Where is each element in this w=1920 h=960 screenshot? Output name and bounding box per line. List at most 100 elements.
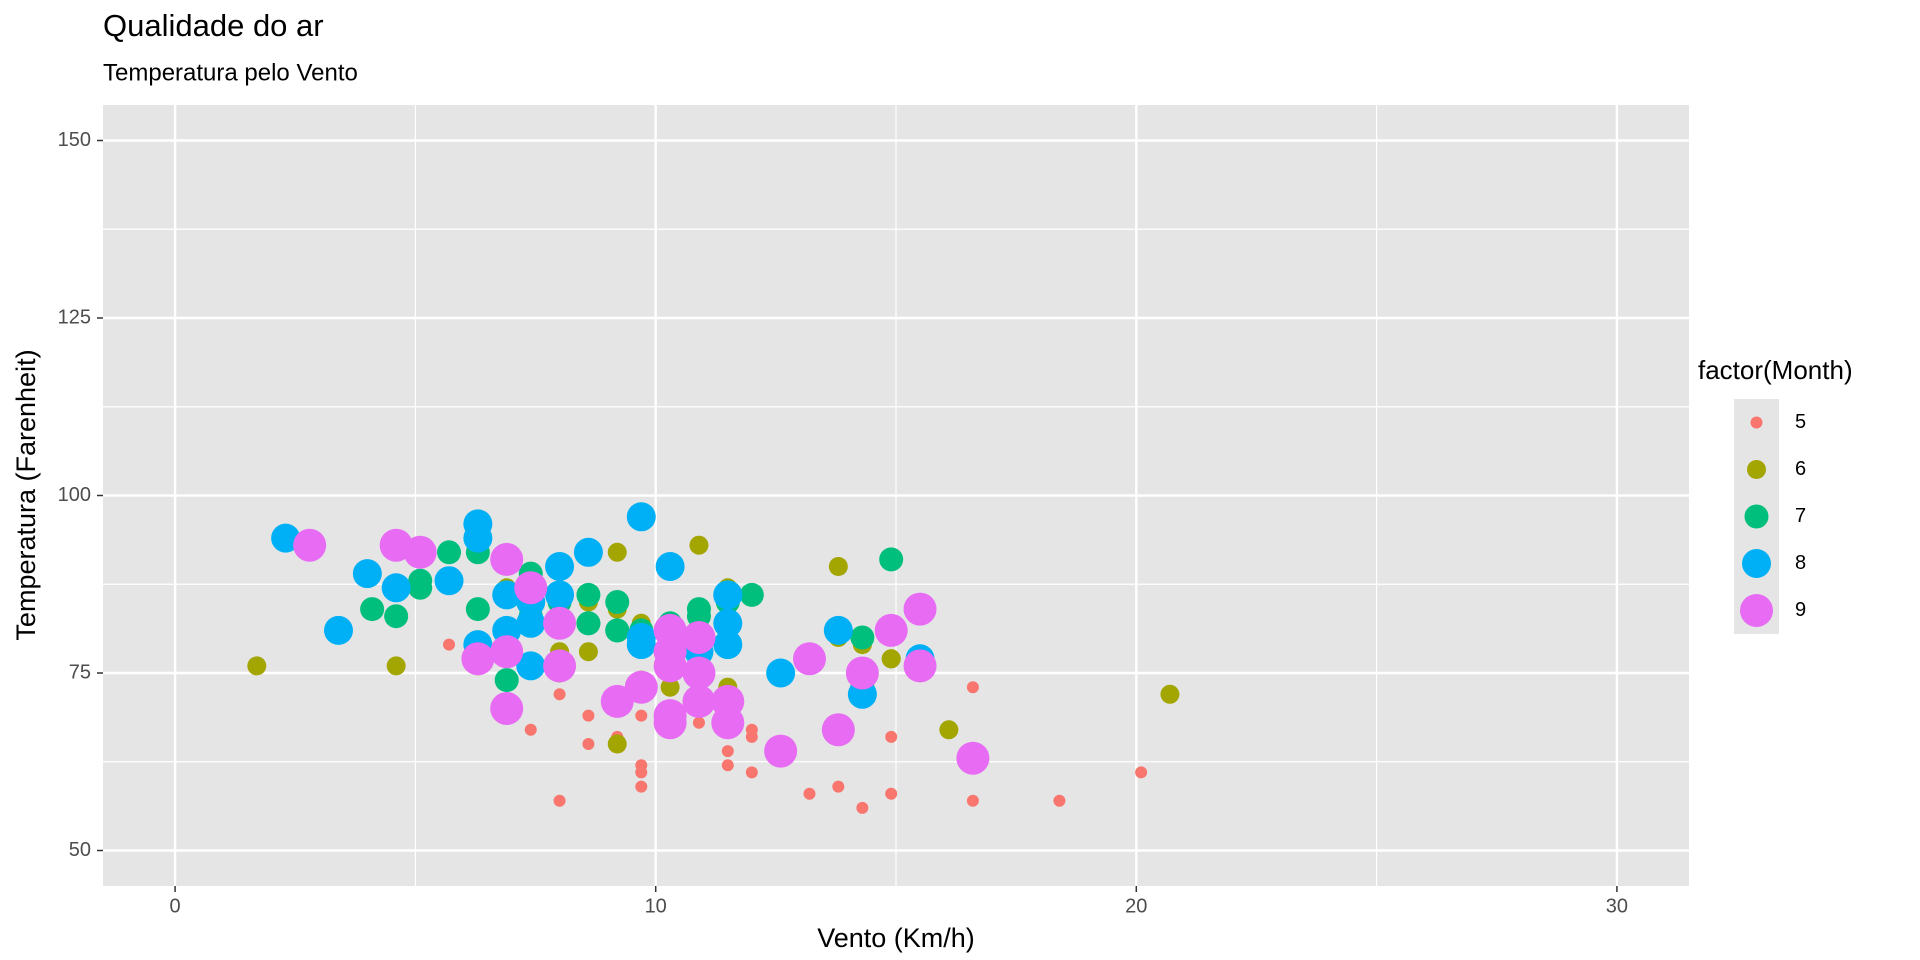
legend-label: 8	[1795, 552, 1806, 574]
point	[956, 741, 990, 775]
legend-marker	[1744, 504, 1769, 529]
point	[660, 677, 680, 697]
point	[721, 745, 734, 758]
point	[721, 759, 734, 772]
point	[582, 709, 595, 722]
point	[514, 571, 548, 605]
point	[885, 730, 898, 743]
legend-label: 6	[1795, 458, 1806, 480]
point	[626, 502, 656, 532]
point	[605, 618, 630, 643]
point	[635, 766, 648, 779]
point	[792, 642, 826, 676]
point	[803, 787, 816, 800]
point	[653, 649, 687, 683]
point	[386, 656, 406, 676]
point	[711, 706, 745, 740]
point	[352, 559, 382, 589]
point	[490, 635, 524, 669]
point	[516, 608, 546, 638]
point	[821, 713, 855, 747]
y-tick-label: 50	[69, 839, 91, 861]
point	[463, 523, 493, 553]
point	[545, 580, 575, 610]
point	[437, 540, 462, 565]
point	[823, 615, 853, 645]
legend-marker	[1750, 416, 1763, 429]
point	[379, 528, 413, 562]
point	[624, 670, 658, 704]
point	[434, 566, 464, 596]
point	[1135, 766, 1148, 779]
point	[653, 699, 687, 733]
point	[885, 787, 898, 800]
x-tick-label: 30	[1606, 895, 1628, 917]
point	[653, 613, 687, 647]
point	[745, 723, 758, 736]
point	[1053, 794, 1066, 807]
point	[845, 656, 879, 690]
y-tick-label: 125	[58, 306, 91, 328]
point	[408, 575, 433, 600]
point	[494, 668, 519, 693]
point	[524, 723, 537, 736]
legend-label: 9	[1795, 599, 1806, 621]
point	[323, 615, 353, 645]
point	[293, 528, 327, 562]
y-axis-label: Temperatura (Farenheit)	[11, 349, 41, 640]
point	[856, 801, 869, 814]
point	[360, 597, 385, 622]
point	[247, 656, 267, 676]
point	[545, 552, 575, 581]
point	[966, 681, 979, 694]
point	[682, 684, 716, 718]
point	[607, 734, 627, 754]
point	[605, 590, 630, 614]
point	[543, 606, 577, 640]
x-tick-label: 0	[170, 895, 181, 917]
point	[461, 642, 495, 676]
point	[689, 535, 709, 555]
point	[903, 592, 937, 626]
point	[553, 688, 566, 701]
point	[490, 542, 524, 576]
point	[764, 734, 798, 768]
x-tick-label: 20	[1125, 895, 1147, 917]
legend-label: 5	[1795, 411, 1806, 433]
point	[600, 684, 634, 718]
point	[874, 613, 908, 647]
point	[713, 608, 743, 638]
point	[1160, 684, 1180, 704]
point	[381, 573, 411, 603]
point	[543, 649, 577, 683]
point	[626, 630, 656, 660]
point	[879, 547, 904, 572]
point	[573, 537, 603, 567]
legend-label: 7	[1795, 505, 1806, 527]
point	[682, 656, 716, 690]
point	[635, 709, 648, 722]
point	[443, 638, 456, 651]
point	[903, 649, 937, 683]
y-tick-label: 100	[58, 484, 91, 506]
point	[553, 794, 566, 807]
legend-marker	[1747, 460, 1766, 479]
point	[850, 625, 875, 650]
legend-marker	[1740, 594, 1773, 627]
point	[516, 651, 546, 681]
chart-subtitle: Temperatura pelo Vento	[103, 59, 358, 86]
y-tick-label: 75	[69, 661, 91, 683]
point	[576, 611, 601, 636]
point	[465, 597, 490, 622]
point	[384, 604, 409, 629]
point	[766, 658, 796, 688]
point	[713, 630, 743, 660]
point	[271, 523, 301, 553]
point	[655, 552, 685, 581]
point	[745, 766, 758, 779]
point	[576, 582, 601, 607]
x-tick-label: 10	[645, 895, 667, 917]
point	[966, 794, 979, 807]
point	[492, 580, 522, 610]
